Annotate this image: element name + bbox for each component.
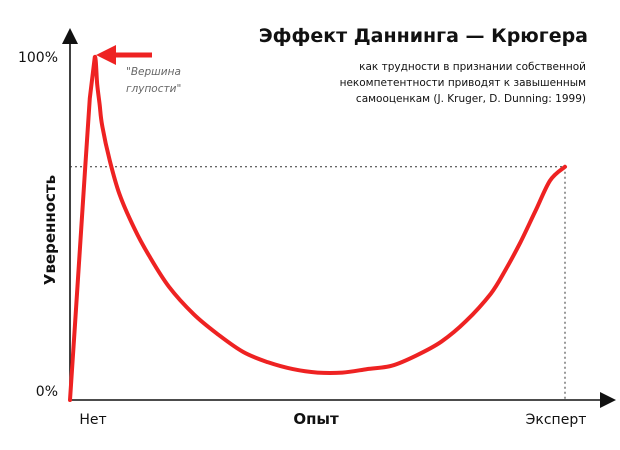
y-axis-title: Уверенность [41, 175, 59, 285]
data-point-15 [217, 333, 221, 337]
series-line-confidence [68, 54, 567, 402]
data-point-17 [266, 360, 270, 364]
data-point-28 [519, 240, 523, 244]
data-point-21 [365, 367, 369, 371]
data-point-5 [93, 55, 97, 59]
data-point-8 [100, 124, 104, 128]
data-point-31 [563, 165, 567, 169]
peak-annotation-line-2: глупости" [126, 83, 181, 95]
data-point-29 [533, 209, 537, 213]
y-tick-label-bottom: 0% [36, 384, 58, 400]
chart-subtitle-line-2: некомпетентности приводят к завышенным [340, 77, 586, 89]
data-point-25 [464, 319, 468, 323]
peak-annotation-line-1: "Вершина [126, 66, 181, 78]
data-point-3 [83, 172, 87, 176]
data-point-18 [291, 367, 295, 371]
data-point-0 [68, 398, 72, 402]
data-point-13 [167, 285, 171, 289]
chart-subtitle-line-1: как трудности в признании собственной [359, 61, 586, 73]
data-point-12 [147, 254, 151, 258]
data-point-7 [98, 103, 102, 107]
data-point-1 [73, 323, 77, 327]
series-points [68, 55, 567, 402]
data-point-20 [340, 371, 344, 375]
data-point-11 [132, 227, 136, 231]
data-point-9 [108, 158, 112, 162]
data-point-19 [316, 371, 320, 375]
data-point-4 [88, 96, 92, 100]
data-point-14 [192, 312, 196, 316]
data-point-30 [548, 179, 552, 183]
data-point-6 [95, 82, 99, 86]
data-point-27 [504, 268, 508, 272]
x-axis-title: Опыт [293, 410, 339, 428]
peak-annotation-arrow [96, 45, 152, 65]
x-tick-label-left: Нет [79, 412, 106, 428]
data-point-16 [241, 350, 245, 354]
data-point-22 [390, 364, 394, 368]
y-tick-label-top: 100% [18, 50, 58, 66]
data-point-24 [439, 340, 443, 344]
chart-title: Эффект Даннинга — Крюгера [259, 25, 588, 47]
data-point-26 [489, 292, 493, 296]
data-point-2 [78, 247, 82, 251]
data-point-23 [415, 353, 419, 357]
chart-subtitle-line-3: самооценкам (J. Kruger, D. Dunning: 1999… [356, 93, 586, 105]
data-point-10 [118, 192, 122, 196]
x-tick-label-right: Эксперт [526, 412, 587, 428]
